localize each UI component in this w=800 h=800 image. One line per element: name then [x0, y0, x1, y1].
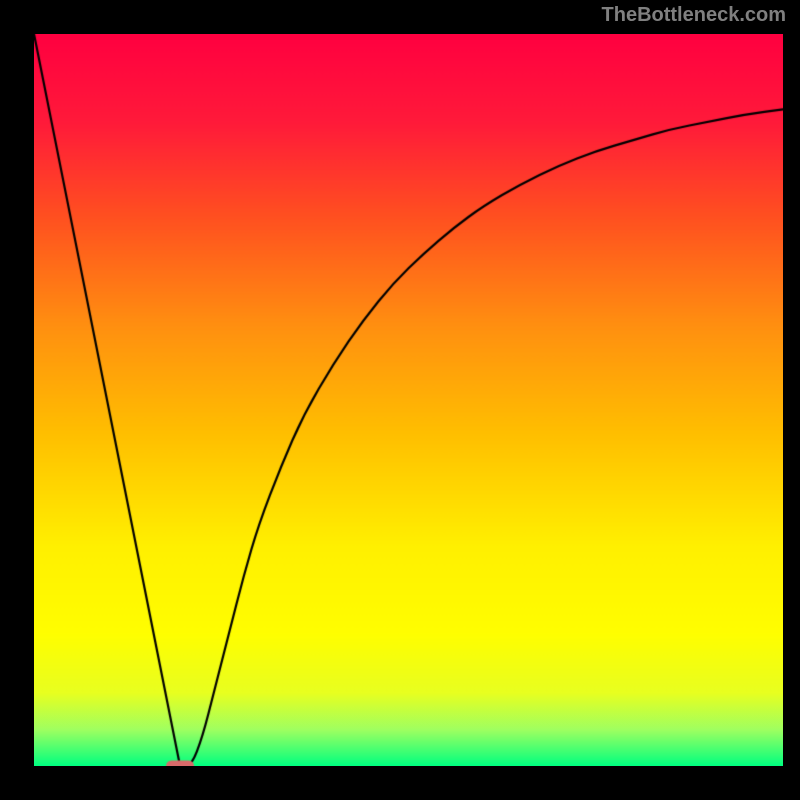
plot-canvas: [34, 34, 783, 766]
chart-container: TheBottleneck.com: [0, 0, 800, 800]
plot-area: [34, 34, 783, 766]
watermark-text: TheBottleneck.com: [602, 4, 786, 27]
